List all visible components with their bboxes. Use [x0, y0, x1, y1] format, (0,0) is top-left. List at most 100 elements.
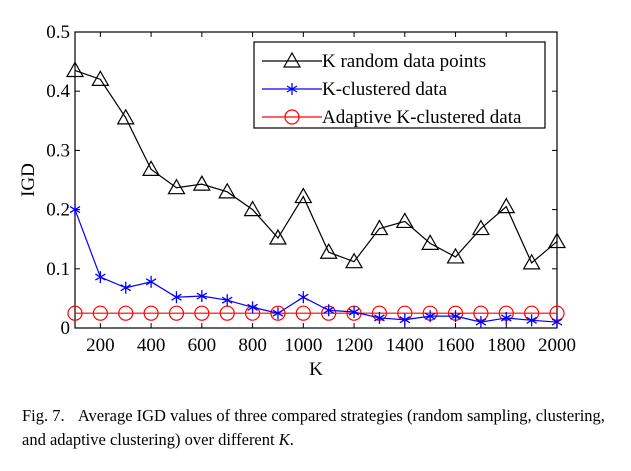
triangle-marker	[395, 212, 414, 229]
legend-label: K-clustered data	[322, 79, 448, 100]
y-tick-label: 0.1	[46, 259, 70, 280]
asterisk-stroke	[399, 316, 411, 324]
asterisk-stroke	[526, 316, 537, 324]
asterisk-marker	[95, 271, 106, 284]
y-tick-label: 0.2	[46, 200, 70, 221]
asterisk-marker	[450, 310, 461, 323]
asterisk-stroke	[221, 296, 233, 304]
asterisk-marker	[374, 311, 385, 324]
asterisk-stroke	[323, 306, 335, 314]
circle-marker	[143, 305, 159, 321]
series-line	[74, 69, 558, 264]
legend-box	[253, 41, 546, 129]
circle-marker	[284, 109, 300, 125]
x-tick-label: 400	[137, 335, 166, 356]
asterisk-stroke	[450, 312, 461, 320]
asterisk-marker	[221, 294, 233, 307]
asterisk-marker	[500, 311, 512, 324]
circle-marker	[194, 305, 210, 321]
triangle-marker	[192, 174, 211, 191]
asterisk-stroke	[286, 85, 298, 93]
triangle-marker	[243, 200, 262, 217]
asterisk-stroke	[69, 206, 81, 214]
asterisk-marker	[69, 203, 81, 216]
asterisk-marker	[196, 290, 208, 303]
x-tick-label: 200	[86, 335, 115, 356]
circle-marker	[295, 305, 311, 321]
circle-marker	[92, 305, 108, 321]
asterisk-stroke	[500, 314, 512, 322]
asterisk-stroke	[171, 293, 182, 301]
asterisk-stroke	[374, 314, 385, 322]
legend: K random data points K-clustered data Adap…	[253, 41, 546, 129]
x-tick-label: 2000	[538, 335, 576, 356]
asterisk-marker	[526, 314, 537, 327]
asterisk-stroke	[145, 278, 157, 286]
asterisk-marker	[286, 83, 298, 95]
asterisk-marker	[399, 313, 411, 326]
asterisk-marker	[145, 275, 157, 288]
asterisk-stroke	[120, 284, 132, 292]
triangle-marker	[218, 182, 237, 199]
asterisk-stroke	[272, 309, 284, 317]
triangle-marker	[522, 253, 541, 270]
igd-line-chart: 200 400 600 800 1000 1200 1400 1600 1800 2000 0 0.1…	[18, 22, 576, 380]
x-tick-label: 1000	[284, 335, 322, 356]
triangle-marker	[65, 61, 85, 78]
asterisk-marker	[475, 316, 487, 329]
triangle-marker	[421, 234, 440, 250]
caption-text: Average IGD values of three compared str…	[22, 406, 605, 449]
circle-marker	[270, 305, 286, 321]
circle-marker	[118, 305, 134, 321]
x-tick-label: 1600	[437, 335, 475, 356]
series-triangle	[65, 61, 567, 270]
legend-label: Adaptive K-clustered data	[322, 107, 522, 128]
triangle-marker	[142, 160, 161, 176]
asterisk-stroke	[297, 293, 309, 301]
asterisk-marker	[551, 316, 563, 329]
triangle-marker	[319, 243, 338, 259]
y-tick-label: 0.5	[46, 22, 70, 43]
asterisk-stroke	[475, 318, 487, 326]
x-tick-label: 600	[188, 335, 217, 356]
asterisk-stroke	[196, 292, 208, 300]
asterisk-marker	[424, 310, 436, 323]
triangle-marker	[167, 178, 186, 195]
asterisk-marker	[323, 304, 335, 317]
asterisk-marker	[171, 291, 182, 304]
legend-label: K random data points	[322, 51, 486, 72]
caption-end: .	[289, 430, 294, 449]
triangle-marker	[471, 219, 490, 236]
triangle-marker	[446, 247, 465, 264]
asterisk-stroke	[95, 273, 106, 281]
triangle-marker	[547, 232, 567, 249]
asterisk-stroke	[551, 318, 563, 326]
series-asterisk	[69, 203, 563, 329]
y-tick-label: 0	[61, 318, 71, 339]
triangle-marker	[282, 51, 302, 68]
triangle-marker	[345, 252, 364, 269]
y-tick-label: 0.4	[46, 81, 70, 102]
asterisk-marker	[120, 281, 132, 294]
plot-frame	[74, 31, 558, 329]
triangle-marker	[370, 219, 389, 236]
triangle-marker	[294, 187, 313, 204]
asterisk-marker	[348, 306, 360, 319]
asterisk-marker	[247, 301, 258, 314]
y-axis-label: IGD	[18, 163, 39, 197]
x-tick-label: 1400	[386, 335, 424, 356]
circle-marker	[67, 305, 83, 321]
x-axis-label: K	[309, 359, 323, 380]
y-tick-label: 0.3	[46, 140, 70, 161]
asterisk-stroke	[247, 303, 258, 311]
x-tick-label: 800	[238, 335, 267, 356]
figure-caption: Fig. 7. Average IGD values of three comp…	[22, 404, 622, 452]
asterisk-marker	[297, 291, 309, 304]
circle-marker	[219, 305, 235, 321]
x-tick-label: 1800	[487, 335, 525, 356]
triangle-marker	[268, 228, 287, 245]
triangle-marker	[497, 197, 516, 214]
caption-variable: K	[278, 430, 290, 449]
asterisk-stroke	[348, 308, 360, 316]
series-circle	[67, 305, 565, 321]
